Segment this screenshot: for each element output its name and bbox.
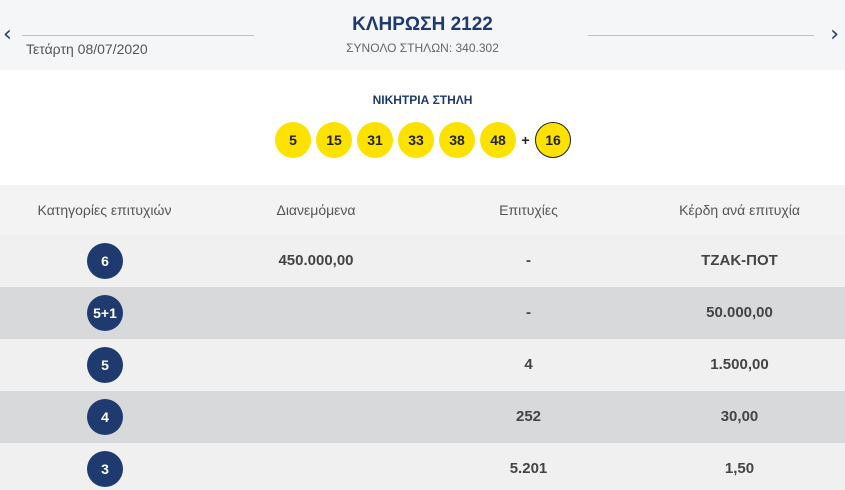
winners-value: - xyxy=(526,252,531,269)
plus-sign: + xyxy=(521,132,530,148)
joker-ball: 16 xyxy=(535,122,571,158)
prize-value: ΤΖΑΚ-ΠΟΤ xyxy=(701,252,778,269)
winners-value: - xyxy=(526,304,531,321)
number-ball: 33 xyxy=(398,122,434,158)
distributed-value: 450.000,00 xyxy=(278,252,354,269)
prize-value: 50.000,00 xyxy=(706,304,773,321)
header-prize-per-winner: Κέρδη ανά επιτυχία xyxy=(679,202,800,218)
number-ball: 31 xyxy=(357,122,393,158)
number-ball: 48 xyxy=(480,122,516,158)
category-badge: 3 xyxy=(87,451,123,487)
draw-header: ‹ Τετάρτη 08/07/2020 ΚΛΗΡΩΣΗ 2122 ΣΥΝΟΛΟ… xyxy=(0,0,845,70)
table-row: 5+1 - 50.000,00 xyxy=(0,287,845,339)
number-ball: 38 xyxy=(439,122,475,158)
total-columns: ΣΥΝΟΛΟ ΣΤΗΛΩΝ: 340.302 xyxy=(346,41,499,55)
number-ball: 5 xyxy=(275,122,311,158)
draw-date: Τετάρτη 08/07/2020 xyxy=(26,41,148,57)
category-badge: 4 xyxy=(87,399,123,435)
chevron-left-icon[interactable]: ‹ xyxy=(3,22,12,47)
header-divider-right xyxy=(588,35,814,36)
chevron-right-icon[interactable]: › xyxy=(830,22,839,47)
draw-title: ΚΛΗΡΩΣΗ 2122 xyxy=(352,14,493,35)
prize-value: 1.500,00 xyxy=(710,356,769,373)
winners-value: 4 xyxy=(524,356,533,373)
header-divider-left xyxy=(22,35,254,36)
table-row: 3 5.201 1,50 xyxy=(0,443,845,490)
header-categories: Κατηγορίες επιτυχιών xyxy=(37,202,172,218)
table-row: 6 450.000,00 - ΤΖΑΚ-ΠΟΤ xyxy=(0,235,845,287)
category-badge: 5 xyxy=(87,347,123,383)
winning-column-title: ΝΙΚΗΤΡΙΑ ΣΤΗΛΗ xyxy=(372,93,473,107)
winners-value: 5.201 xyxy=(509,460,548,477)
number-ball: 15 xyxy=(316,122,352,158)
category-badge: 6 xyxy=(87,243,123,279)
category-badge: 5+1 xyxy=(87,295,123,331)
table-row: 4 252 30,00 xyxy=(0,391,845,443)
winners-value: 252 xyxy=(515,408,542,425)
prize-value: 1,50 xyxy=(724,460,755,477)
prize-table: Κατηγορίες επιτυχιών Διανεμόμενα Επιτυχί… xyxy=(0,185,845,490)
winning-numbers: 5 15 31 33 38 48 + 16 xyxy=(275,122,571,158)
prize-value: 30,00 xyxy=(720,408,759,425)
table-row: 5 4 1.500,00 xyxy=(0,339,845,391)
table-header: Κατηγορίες επιτυχιών Διανεμόμενα Επιτυχί… xyxy=(0,185,845,235)
header-winners: Επιτυχίες xyxy=(499,202,558,218)
header-distributed: Διανεμόμενα xyxy=(276,202,356,218)
